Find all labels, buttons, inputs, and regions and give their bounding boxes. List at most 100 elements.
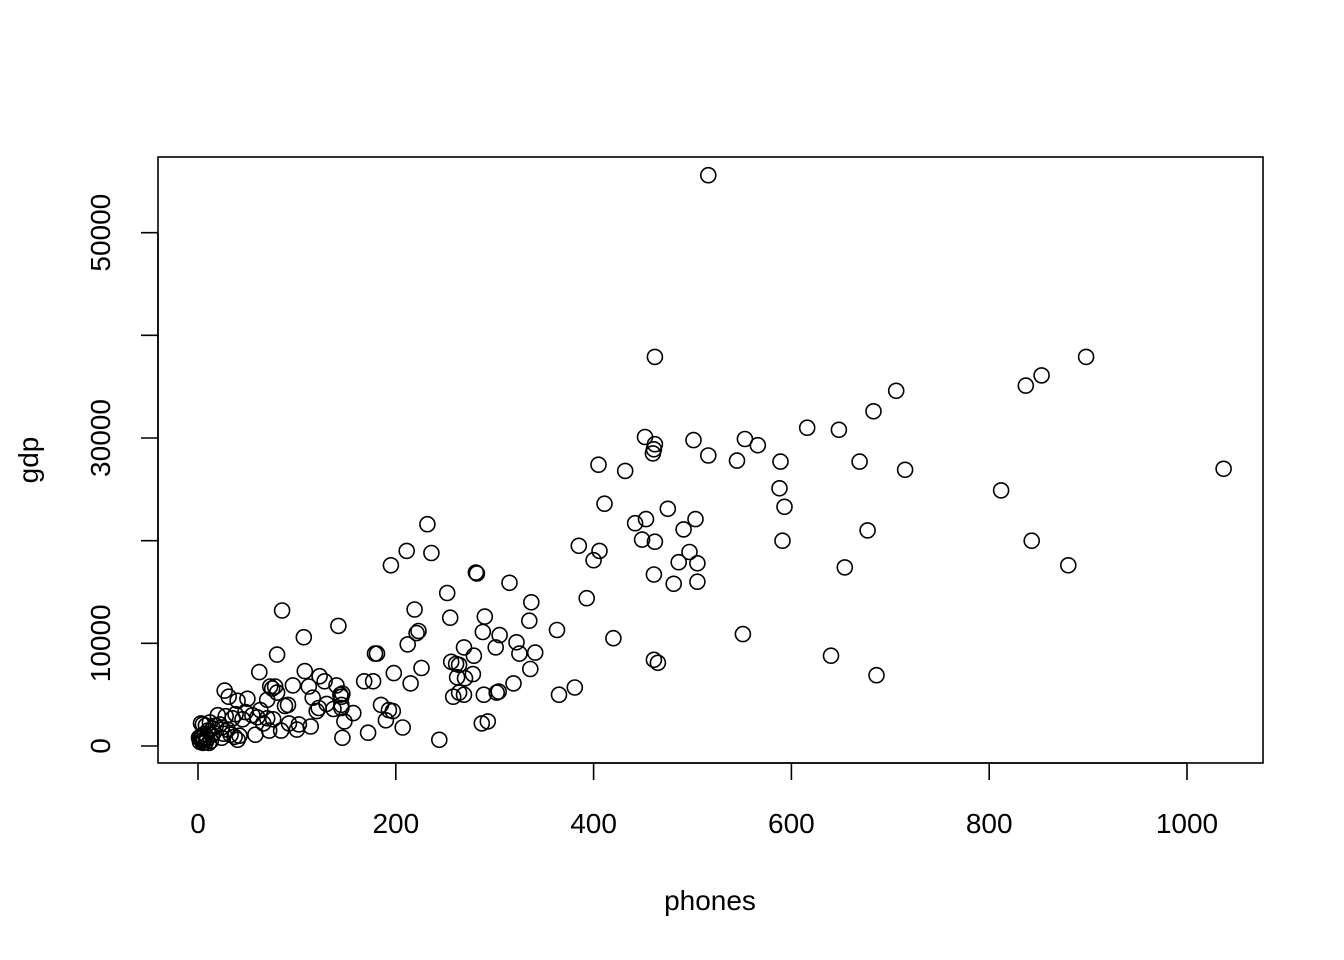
data-point	[728, 452, 746, 469]
data-point	[566, 679, 584, 696]
data-point	[649, 654, 667, 672]
data-point	[772, 453, 789, 470]
data-point	[501, 574, 518, 592]
x-axis: 0 200 400 600 800 1000	[190, 762, 1218, 839]
data-point	[191, 733, 209, 751]
data-point	[675, 521, 692, 538]
y-tick-label: 10000	[85, 604, 116, 682]
data-point	[402, 675, 419, 692]
plot-box	[157, 156, 1264, 764]
data-point	[749, 436, 767, 454]
data-point	[377, 711, 395, 729]
data-point	[444, 688, 462, 706]
data-point	[681, 543, 698, 561]
data-point	[491, 626, 508, 644]
data-point	[296, 662, 314, 680]
data-point	[644, 445, 662, 462]
data-point	[734, 625, 752, 643]
data-point	[591, 542, 608, 560]
data-point	[328, 677, 345, 694]
data-point	[1023, 532, 1040, 550]
data-point	[687, 510, 704, 528]
data-point	[590, 456, 607, 474]
data-point	[474, 623, 492, 641]
data-point	[336, 713, 353, 730]
data-point	[408, 624, 425, 642]
data-point	[822, 647, 840, 665]
data-point	[992, 482, 1010, 499]
data-point	[382, 556, 400, 574]
data-point	[526, 644, 544, 661]
data-point	[273, 602, 291, 619]
data-point	[229, 731, 246, 749]
data-point	[646, 533, 664, 551]
data-point	[300, 678, 318, 695]
y-axis-label: gdp	[13, 437, 44, 484]
data-point	[1017, 377, 1035, 394]
data-point	[659, 500, 677, 518]
data-point	[473, 715, 491, 732]
data-point	[868, 666, 885, 684]
data-point	[774, 532, 791, 550]
data-point	[441, 609, 459, 627]
data-point	[250, 663, 268, 681]
data-point	[229, 692, 246, 710]
data-point	[410, 622, 427, 640]
data-point	[830, 421, 848, 439]
data-point	[1077, 348, 1095, 366]
data-point	[455, 639, 473, 656]
data-point	[520, 612, 538, 630]
data-point	[399, 636, 417, 653]
x-axis-label: phones	[664, 885, 756, 916]
data-point	[364, 672, 382, 690]
data-point	[851, 453, 868, 470]
data-point	[220, 688, 237, 706]
data-point	[334, 729, 351, 747]
data-point	[284, 677, 302, 694]
data-point	[665, 575, 683, 593]
data-point	[276, 697, 294, 715]
data-point	[308, 702, 326, 720]
y-tick-label: 30000	[85, 399, 116, 477]
data-point	[896, 461, 914, 479]
data-point	[521, 660, 539, 678]
data-point	[325, 700, 342, 718]
data-point	[646, 348, 664, 366]
data-point	[419, 515, 436, 533]
data-point	[272, 722, 290, 739]
data-point	[476, 608, 494, 625]
data-point	[295, 628, 313, 646]
y-tick-label: 50000	[85, 194, 116, 272]
data-point	[468, 565, 486, 582]
data-point	[423, 544, 440, 562]
data-point	[522, 593, 540, 611]
data-point	[550, 686, 568, 704]
data-point	[248, 708, 266, 726]
data-point	[637, 510, 655, 528]
x-tick-label: 0	[190, 808, 206, 839]
data-point	[699, 166, 717, 184]
data-point	[1215, 460, 1232, 478]
data-point	[487, 639, 505, 656]
data-point	[268, 646, 286, 663]
data-point	[626, 514, 644, 532]
data-point	[413, 659, 430, 677]
x-tick-label: 400	[570, 808, 617, 839]
data-point	[689, 573, 706, 591]
data-point	[570, 537, 588, 555]
data-point	[467, 564, 485, 581]
data-point	[1060, 556, 1077, 574]
data-point	[263, 680, 281, 697]
data-point	[865, 402, 882, 420]
data-point	[670, 553, 688, 571]
data-points	[190, 166, 1232, 752]
data-point	[505, 675, 522, 692]
data-point	[465, 647, 483, 665]
data-point	[258, 709, 276, 727]
data-point	[699, 447, 717, 464]
data-point	[859, 522, 876, 539]
y-axis: 0 10000 30000 50000	[85, 194, 159, 754]
x-tick-label: 600	[768, 808, 815, 839]
data-point	[578, 589, 596, 607]
